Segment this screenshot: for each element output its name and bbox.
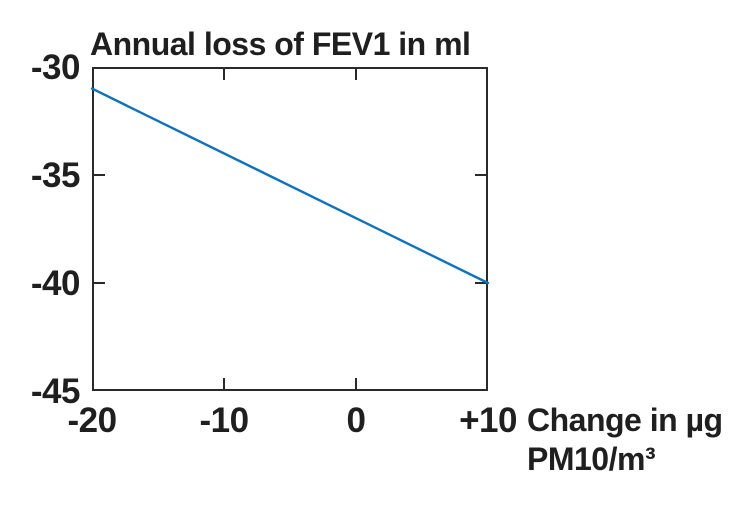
y-tick-label: -30 (30, 48, 81, 87)
y-tick-label: -45 (30, 372, 81, 411)
y-tick-mark-right (475, 282, 488, 284)
y-tick-mark-left (92, 174, 105, 176)
x-tick-label: -20 (67, 401, 117, 440)
plot-box (92, 67, 488, 391)
x-tick-label: +10 (459, 401, 517, 440)
x-tick-mark-top (355, 67, 357, 80)
chart-title: Annual loss of FEV1 in ml (90, 26, 471, 62)
y-tick-label: -35 (30, 156, 81, 195)
x-tick-mark-bottom (223, 378, 225, 391)
y-tick-mark-left (92, 282, 105, 284)
x-tick-label: -10 (199, 401, 249, 440)
y-tick-label: -40 (30, 264, 81, 303)
x-tick-mark-top (223, 67, 225, 80)
x-tick-mark-bottom (355, 378, 357, 391)
x-axis-label-line2: PM10/m³ (527, 441, 656, 477)
y-tick-mark-right (475, 174, 488, 176)
x-axis-label-line1: Change in µg (527, 402, 723, 438)
x-axis-label: Change in µg PM10/m³ (527, 401, 723, 479)
x-tick-label: 0 (346, 401, 366, 440)
